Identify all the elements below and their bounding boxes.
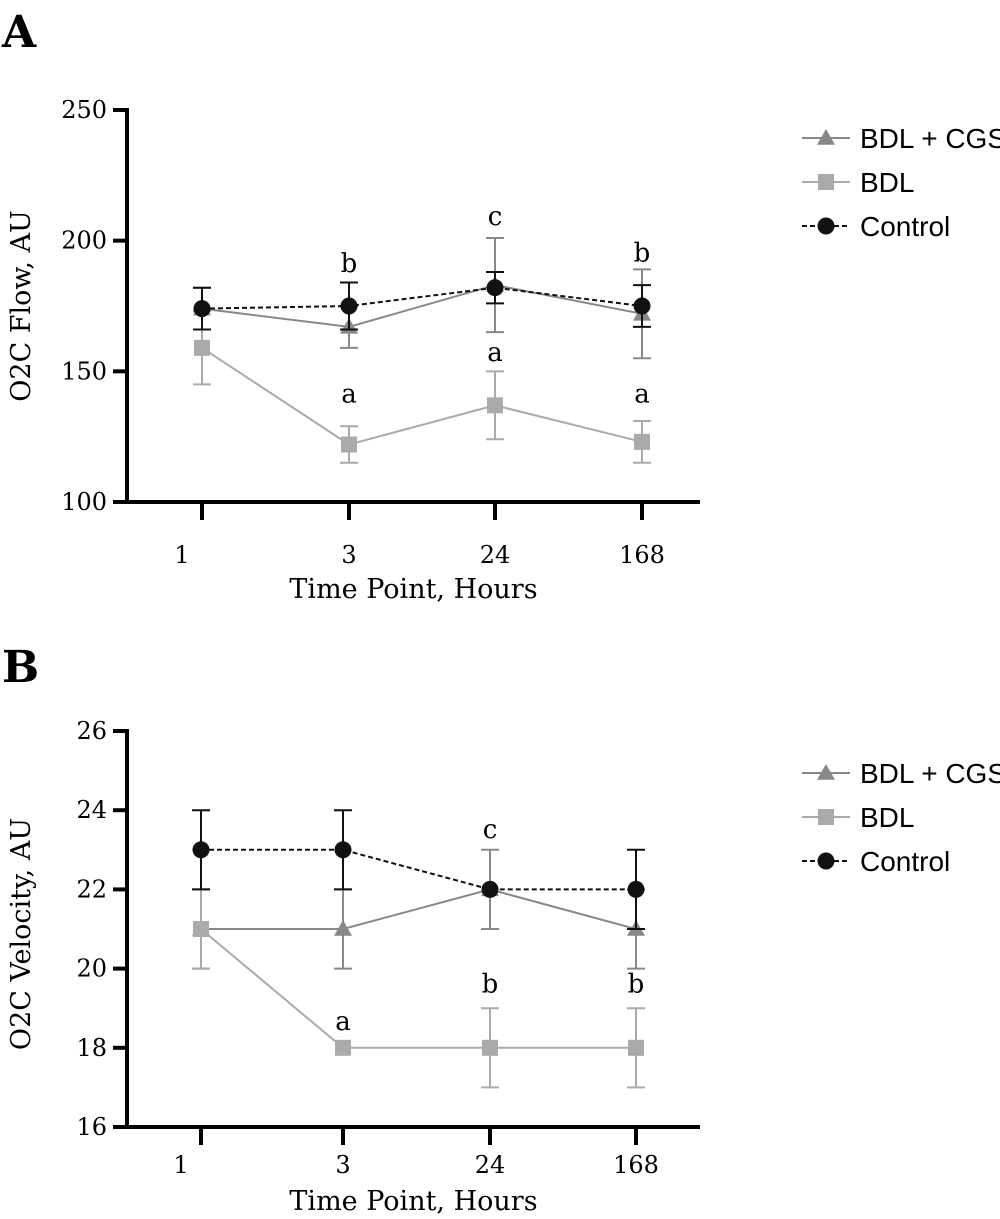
legend-marker	[818, 174, 834, 190]
x-tick-label: 3	[335, 1151, 350, 1179]
series-control	[192, 809, 645, 930]
significance-label: b	[341, 249, 358, 279]
legend-marker	[817, 764, 835, 780]
legend-marker	[817, 217, 835, 235]
data-point	[334, 841, 352, 859]
series-line	[201, 286, 643, 310]
data-point	[193, 300, 211, 318]
legend-marker	[818, 809, 834, 825]
legend-label: BDL	[860, 167, 914, 198]
series-line	[201, 888, 637, 930]
data-point	[193, 921, 209, 937]
panel-b-letter: B	[2, 642, 39, 693]
data-point	[335, 1039, 351, 1056]
legend-item: Control	[802, 846, 950, 877]
series-bdl-cgs	[193, 237, 651, 360]
y-axis-title: O2C Flow, AU	[6, 210, 37, 402]
legend-item: Control	[802, 211, 950, 242]
data-point	[634, 433, 650, 450]
series-line	[201, 346, 643, 446]
legend: BDL + CGS BDL Control	[802, 123, 1000, 242]
data-point	[340, 297, 358, 315]
series-line	[201, 848, 636, 891]
legend-item: BDL	[802, 167, 914, 198]
data-point	[627, 880, 645, 898]
x-tick-label: 168	[613, 1151, 659, 1179]
series-bdl-cgs	[192, 848, 645, 970]
series-line	[201, 284, 643, 328]
legend-item: BDL + CGS	[802, 123, 1000, 154]
x-tick-label: 24	[475, 1151, 506, 1179]
legend-label: BDL	[860, 802, 914, 833]
legend-label: BDL + CGS	[860, 758, 1000, 789]
y-tick-label: 26	[76, 717, 107, 745]
y-tick-label: 200	[61, 227, 107, 255]
legend-item: BDL	[802, 802, 914, 833]
y-tick-label: 22	[76, 875, 107, 903]
data-point	[341, 436, 357, 453]
significance-label: c	[488, 202, 503, 232]
x-axis-title: Time Point, Hours	[289, 1186, 537, 1217]
legend-item: BDL + CGS	[802, 758, 1000, 789]
series-control	[193, 271, 651, 331]
data-point	[482, 1039, 498, 1056]
significance-label: a	[335, 1007, 351, 1037]
y-axis-title: O2C Velocity, AU	[6, 818, 37, 1050]
series-bdl	[193, 310, 651, 464]
legend: BDL + CGS BDL Control	[802, 758, 1000, 877]
y-tick-label: 250	[61, 96, 107, 124]
data-point	[487, 397, 503, 414]
significance-label: b	[628, 969, 645, 999]
significance-label: c	[483, 815, 498, 845]
legend-label: Control	[860, 846, 950, 877]
panel-b-chart: 16 18 20 22 24 26 1 3 24 168 Time Point, Hours O2C …	[6, 717, 1000, 1217]
data-point	[194, 339, 210, 356]
y-tick-label: 16	[76, 1113, 107, 1141]
y-tick-label: 24	[76, 796, 107, 824]
data-point	[334, 920, 352, 936]
data-point	[633, 297, 651, 315]
legend-marker	[817, 129, 835, 145]
y-tick-label: 20	[76, 955, 107, 983]
series-line	[200, 928, 636, 1049]
legend-label: Control	[860, 211, 950, 242]
y-tick-label: 150	[61, 357, 107, 385]
legend-marker	[817, 852, 835, 870]
data-point	[486, 279, 504, 297]
x-tick-label: 1	[173, 1151, 188, 1179]
y-tick-label: 18	[76, 1034, 107, 1062]
x-tick-label: 3	[341, 541, 356, 569]
data-point	[192, 841, 210, 859]
panel-a-letter: A	[1, 7, 37, 58]
x-axis-title: Time Point, Hours	[289, 574, 537, 605]
significance-label: b	[482, 969, 499, 999]
significance-label: a	[487, 338, 503, 368]
x-tick-label: 168	[619, 541, 665, 569]
y-tick-label: 100	[61, 488, 107, 516]
significance-label: b	[634, 239, 651, 269]
data-point	[628, 1039, 644, 1056]
x-tick-label: 24	[480, 541, 511, 569]
data-point	[481, 880, 499, 898]
panel-a-chart: 100 150 200 250 1 3 24 168 Time Point, Hours O2C …	[6, 96, 1000, 605]
significance-label: a	[341, 380, 357, 410]
series-bdl	[192, 888, 645, 1089]
legend-label: BDL + CGS	[860, 123, 1000, 154]
x-tick-label: 1	[174, 541, 189, 569]
significance-label: a	[634, 380, 650, 410]
